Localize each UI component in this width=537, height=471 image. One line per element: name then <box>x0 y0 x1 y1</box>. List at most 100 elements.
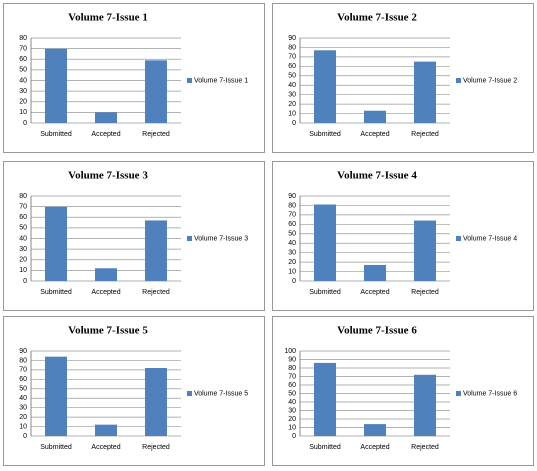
chart-panel: Volume 7-Issue 4 0 10 20 30 40 50 60 70 80 90 Submi… <box>272 161 534 311</box>
y-tick-label: 40 <box>288 82 296 89</box>
y-tick-label: 40 <box>288 399 296 406</box>
x-tick-label: Rejected <box>411 131 439 138</box>
y-tick-label: 80 <box>19 357 27 364</box>
y-tick-label: 0 <box>292 120 296 127</box>
legend-label: Volume 7-Issue 5 <box>194 390 248 397</box>
y-tick-label: 10 <box>288 110 296 117</box>
chart-panel: Volume 7-Issue 2 0 10 20 30 40 50 60 70 80 90 Submi… <box>272 3 534 153</box>
y-tick-label: 50 <box>288 73 296 80</box>
y-tick-label: 30 <box>19 246 27 253</box>
y-tick-label: 0 <box>23 278 27 285</box>
y-tick-label: 40 <box>19 235 27 242</box>
bar <box>45 206 67 281</box>
x-tick-label: Accepted <box>360 289 389 296</box>
x-tick-label: Rejected <box>411 444 439 451</box>
bar <box>95 112 117 123</box>
y-tick-label: 30 <box>19 405 27 412</box>
bar <box>314 362 336 436</box>
y-tick-label: 0 <box>292 278 296 285</box>
y-tick-label: 80 <box>19 35 27 42</box>
y-tick-label: 0 <box>292 433 296 440</box>
bar <box>145 368 167 436</box>
legend-label: Volume 7-Issue 4 <box>463 235 517 242</box>
x-tick-label: Submitted <box>40 444 72 451</box>
x-tick-label: Accepted <box>360 444 389 451</box>
y-tick-label: 0 <box>23 120 27 127</box>
y-tick-label: 50 <box>19 225 27 232</box>
y-tick-label: 10 <box>19 267 27 274</box>
legend-swatch <box>456 78 461 83</box>
y-tick-label: 70 <box>19 367 27 374</box>
y-tick-label: 10 <box>19 423 27 430</box>
chart-title: Volume 7-Issue 5 <box>68 325 148 337</box>
bar <box>145 60 167 123</box>
y-tick-label: 50 <box>288 390 296 397</box>
y-tick-label: 90 <box>19 348 27 355</box>
y-tick-label: 60 <box>19 214 27 221</box>
y-tick-label: 50 <box>19 386 27 393</box>
bar <box>45 356 67 436</box>
chart-panel: Volume 7-Issue 5 0 10 20 30 40 50 60 70 80 90 Submi… <box>3 316 265 466</box>
bar <box>414 61 436 123</box>
y-tick-label: 20 <box>288 101 296 108</box>
y-tick-label: 20 <box>288 259 296 266</box>
y-tick-label: 0 <box>23 433 27 440</box>
y-tick-label: 60 <box>288 63 296 70</box>
x-tick-label: Rejected <box>411 289 439 296</box>
y-tick-label: 20 <box>19 257 27 264</box>
x-tick-label: Accepted <box>91 289 120 296</box>
y-tick-label: 70 <box>19 45 27 52</box>
x-tick-label: Submitted <box>309 131 341 138</box>
y-tick-label: 20 <box>288 416 296 423</box>
y-tick-label: 70 <box>288 373 296 380</box>
bar <box>364 424 386 436</box>
x-tick-label: Rejected <box>142 444 170 451</box>
y-tick-label: 80 <box>288 44 296 51</box>
bar <box>364 264 386 281</box>
x-tick-label: Accepted <box>91 444 120 451</box>
y-tick-label: 40 <box>288 240 296 247</box>
bar <box>314 50 336 123</box>
y-tick-label: 70 <box>288 54 296 61</box>
legend-swatch <box>187 78 192 83</box>
y-tick-label: 50 <box>288 231 296 238</box>
y-tick-label: 90 <box>288 35 296 42</box>
x-tick-label: Submitted <box>309 289 341 296</box>
chart-panel: Volume 7-Issue 1 0 10 20 30 40 50 60 70 80 Submitt… <box>3 3 265 153</box>
chart-title: Volume 7-Issue 6 <box>337 325 417 337</box>
y-tick-label: 40 <box>19 77 27 84</box>
x-tick-label: Submitted <box>309 444 341 451</box>
legend-label: Volume 7-Issue 2 <box>463 77 517 84</box>
chart-title: Volume 7-Issue 3 <box>68 170 148 182</box>
chart-title: Volume 7-Issue 4 <box>337 170 417 182</box>
y-tick-label: 10 <box>288 268 296 275</box>
y-tick-label: 90 <box>288 193 296 200</box>
chart-panel: Volume 7-Issue 3 0 10 20 30 40 50 60 70 80 Submitt… <box>3 161 265 311</box>
y-tick-label: 50 <box>19 67 27 74</box>
x-tick-label: Submitted <box>40 131 72 138</box>
bar <box>314 204 336 281</box>
bar <box>45 48 67 123</box>
chart-title: Volume 7-Issue 1 <box>68 12 148 24</box>
legend-swatch <box>187 236 192 241</box>
x-tick-label: Accepted <box>360 131 389 138</box>
x-tick-label: Rejected <box>142 289 170 296</box>
legend-label: Volume 7-Issue 3 <box>194 235 248 242</box>
legend-swatch <box>456 391 461 396</box>
y-tick-label: 30 <box>288 250 296 257</box>
x-tick-label: Accepted <box>91 131 120 138</box>
bar <box>414 374 436 436</box>
y-tick-label: 10 <box>288 424 296 431</box>
y-tick-label: 70 <box>288 212 296 219</box>
y-tick-label: 20 <box>19 99 27 106</box>
bar <box>95 424 117 436</box>
y-tick-label: 40 <box>19 395 27 402</box>
y-tick-label: 30 <box>288 92 296 99</box>
bar <box>414 220 436 281</box>
bar <box>364 110 386 123</box>
legend-label: Volume 7-Issue 1 <box>194 77 248 84</box>
legend-label: Volume 7-Issue 6 <box>463 390 517 397</box>
y-tick-label: 80 <box>19 193 27 200</box>
